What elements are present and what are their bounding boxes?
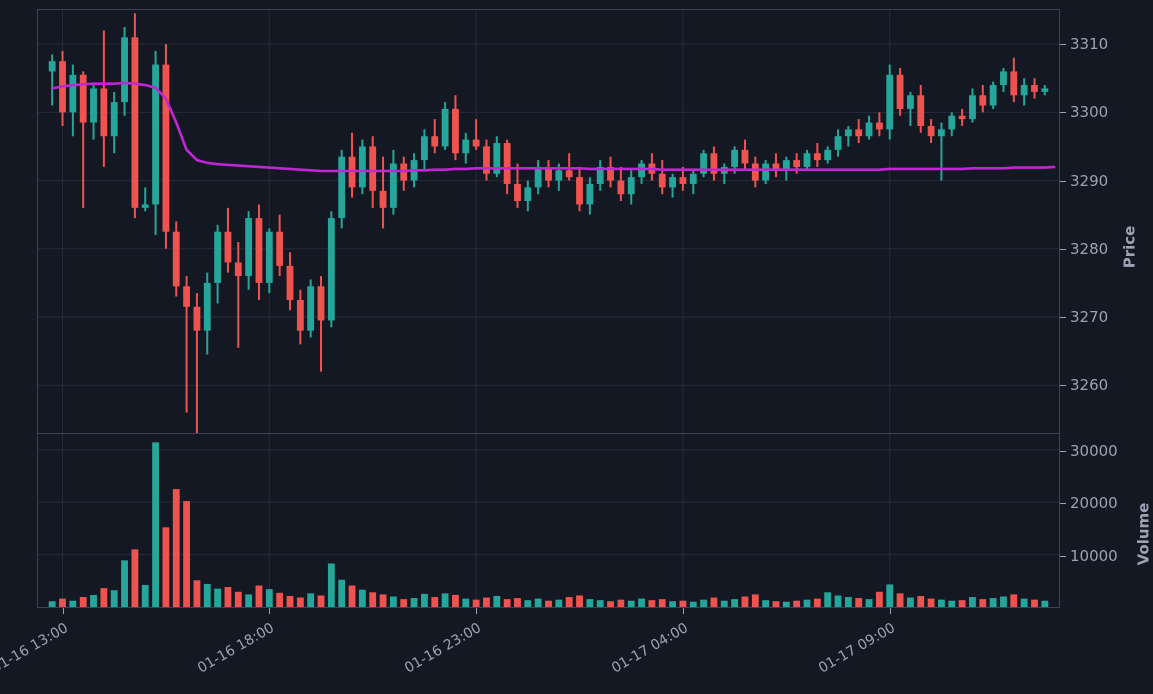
y-tick-mark (1060, 503, 1066, 505)
y-tick-label: 3280 (1070, 239, 1109, 258)
volume-axis-title: Volume (1134, 502, 1153, 566)
y-tick-label: 3290 (1070, 171, 1109, 190)
x-tick-label: 01-16 23:00 (402, 620, 485, 677)
volume-bar-plot (38, 434, 1059, 607)
y-tick-label: 30000 (1070, 441, 1118, 460)
x-tick-mark (269, 608, 271, 614)
x-tick-label: 01-17 09:00 (815, 620, 898, 677)
y-tick-mark (1060, 450, 1066, 452)
y-tick-label: 3310 (1070, 35, 1109, 54)
y-tick-mark (1060, 555, 1066, 557)
y-tick-mark (1060, 44, 1066, 46)
y-tick-mark (1060, 317, 1066, 319)
x-tick-mark (889, 608, 891, 614)
y-tick-label: 3270 (1070, 308, 1109, 327)
x-tick-mark (62, 608, 64, 614)
volume-panel (37, 434, 1060, 608)
y-tick-mark (1060, 385, 1066, 387)
y-tick-mark (1060, 248, 1066, 250)
x-tick-mark (682, 608, 684, 614)
price-panel (37, 9, 1060, 434)
y-tick-mark (1060, 112, 1066, 114)
y-tick-label: 10000 (1070, 546, 1118, 565)
price-candlestick-plot (38, 10, 1059, 433)
y-tick-mark (1060, 180, 1066, 182)
x-tick-label: 01-16 13:00 (0, 620, 71, 677)
x-tick-label: 01-16 18:00 (195, 620, 278, 677)
y-tick-label: 3260 (1070, 376, 1109, 395)
price-axis-title: Price (1120, 225, 1139, 269)
x-tick-mark (476, 608, 478, 614)
y-tick-label: 20000 (1070, 494, 1118, 513)
y-tick-label: 3300 (1070, 103, 1109, 122)
x-tick-label: 01-17 04:00 (608, 620, 691, 677)
